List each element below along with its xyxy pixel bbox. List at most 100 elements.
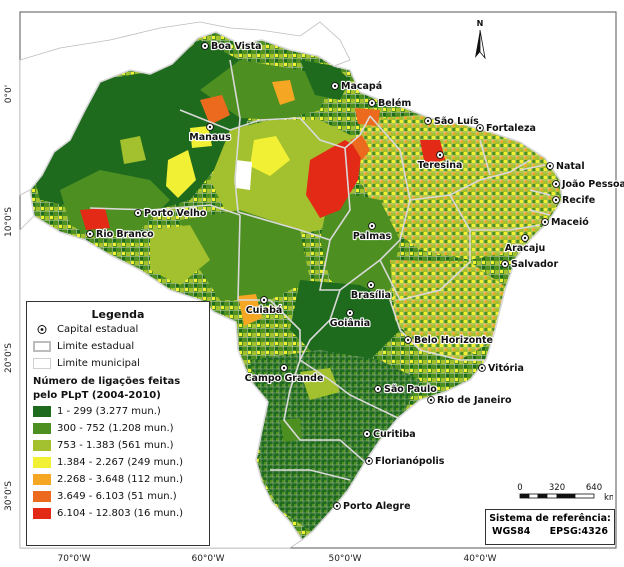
legend-heading: Número de ligações feitas pelo PLpT (200…	[33, 376, 181, 401]
legend-class-row: 1.384 - 2.267 (249 mun.)	[27, 454, 209, 471]
capital-marker: Rio Branco	[86, 228, 155, 241]
capital-marker: Palmas	[352, 222, 393, 243]
lat-label-0: 0°0'	[4, 85, 14, 103]
capital-label: São Luís	[434, 116, 479, 127]
reference-title: Sistema de referência:	[489, 513, 611, 524]
legend-class-swatch	[33, 457, 51, 468]
lon-label-0: 70°0'W	[57, 554, 90, 564]
capital-label: Manaus	[189, 132, 231, 143]
legend-class-row: 753 - 1.383 (561 mun.)	[27, 437, 209, 454]
capital-marker: Salvador	[501, 258, 560, 271]
capital-label: Florianópolis	[375, 456, 445, 467]
legend-class-row: 3.649 - 6.103 (51 mun.)	[27, 488, 209, 505]
capital-marker: Macapá	[331, 80, 383, 93]
north-label: N	[477, 19, 484, 28]
north-arrow-icon: N	[475, 19, 486, 60]
capital-label: Rio Branco	[96, 229, 154, 240]
capital-label: Maceió	[551, 217, 589, 228]
capital-marker: Manaus	[188, 123, 232, 144]
state-limits	[29, 31, 563, 542]
legend-state-limit-label: Limite estadual	[57, 341, 135, 352]
legend-municipal-limit-label: Limite municipal	[57, 358, 140, 369]
capital-marker: São Paulo	[374, 383, 438, 396]
capital-marker: Belo Horizonte	[404, 334, 494, 347]
capital-marker: Natal	[546, 160, 586, 173]
capital-marker-icon	[37, 325, 47, 334]
capital-label: Boa Vista	[211, 41, 262, 52]
axes: 0°0' 10°0'S 20°0'S 30°0'S 70°0'W 60°0'W …	[4, 85, 497, 564]
legend: Legenda Capital estadual Limite estadual…	[26, 301, 210, 546]
legend-class-row: 6.104 - 12.803 (16 mun.)	[27, 505, 209, 522]
legend-class-swatch	[33, 474, 51, 485]
capital-marker: Teresina	[416, 151, 464, 172]
reference-datum: WGS84	[492, 526, 531, 537]
legend-class-row: 300 - 752 (1.208 mun.)	[27, 420, 209, 437]
capital-label: Cuiabá	[246, 305, 283, 316]
state-limit-swatch	[33, 341, 51, 352]
scale-label-0: 0	[517, 483, 522, 493]
capital-label: Goiânia	[330, 318, 370, 329]
capital-marker: Brasília	[350, 281, 392, 302]
capital-label: Rio de Janeiro	[437, 395, 512, 406]
capital-label: Porto Alegre	[343, 501, 411, 512]
capital-label: Palmas	[353, 231, 392, 242]
lon-label-3: 40°0'W	[463, 554, 496, 564]
scale-unit: km	[604, 493, 613, 503]
capital-marker: Porto Alegre	[333, 500, 412, 513]
capital-label: Fortaleza	[486, 123, 536, 134]
legend-class-label: 753 - 1.383 (561 mun.)	[57, 440, 174, 451]
capital-marker: Curitiba	[363, 428, 417, 441]
legend-class-row: 2.268 - 3.648 (112 mun.)	[27, 471, 209, 488]
capital-marker: Cuiabá	[245, 296, 283, 317]
capital-label: Curitiba	[373, 429, 416, 440]
capital-marker: Recife	[552, 194, 596, 207]
scale-label-1: 320	[549, 483, 565, 493]
scale-segments	[519, 493, 595, 499]
reference-system: Sistema de referência: WGS84 EPSG:4326	[485, 509, 615, 545]
capital-label: Teresina	[418, 160, 463, 171]
capital-label: Belo Horizonte	[414, 335, 493, 346]
legend-class-label: 300 - 752 (1.208 mun.)	[57, 423, 174, 434]
legend-class-row: 1 - 299 (3.277 mun.)	[27, 403, 209, 420]
state-capitals: Boa Vista Macapá Belém São Luís Fortaleza Man…	[86, 40, 624, 513]
lat-label-1: 10°0'S	[4, 207, 14, 237]
legend-class-label: 1.384 - 2.267 (249 mun.)	[57, 457, 184, 468]
capital-marker: Boa Vista	[201, 40, 263, 53]
legend-capital-label: Capital estadual	[57, 324, 139, 335]
capital-label: Salvador	[511, 259, 558, 270]
legend-class-label: 3.649 - 6.103 (51 mun.)	[57, 491, 177, 502]
capital-label: Macapá	[341, 81, 382, 92]
capital-marker: Rio de Janeiro	[427, 394, 513, 407]
capital-label: São Paulo	[384, 384, 437, 395]
capital-marker: Maceió	[541, 216, 590, 229]
lon-label-1: 60°0'W	[191, 554, 224, 564]
legend-class-label: 6.104 - 12.803 (16 mun.)	[57, 508, 184, 519]
capital-label: Recife	[562, 195, 595, 206]
capital-marker: Aracaju	[504, 234, 546, 255]
capital-marker: Porto Velho	[134, 207, 208, 220]
scale-bar: 0 320 640 km	[488, 480, 617, 508]
legend-class-label: 2.268 - 3.648 (112 mun.)	[57, 474, 184, 485]
legend-state-limit: Limite estadual	[27, 338, 209, 355]
capital-marker: Vitória	[478, 362, 525, 375]
legend-class-swatch	[33, 406, 51, 417]
legend-class-swatch	[33, 491, 51, 502]
lat-label-2: 20°0'S	[4, 343, 14, 373]
capital-label: João Pessoa	[561, 179, 624, 190]
legend-class-swatch	[33, 423, 51, 434]
capital-marker: Florianópolis	[365, 455, 446, 468]
legend-municipal-limit: Limite municipal	[27, 355, 209, 372]
reference-epsg: EPSG:4326	[549, 526, 608, 537]
lat-label-3: 30°0'S	[4, 481, 14, 511]
scale-label-2: 640	[586, 483, 602, 493]
municipal-limit-swatch	[33, 358, 51, 369]
capital-label: Brasília	[351, 290, 391, 301]
legend-class-swatch	[33, 508, 51, 519]
capital-label: Aracaju	[505, 243, 546, 254]
capital-marker: São Luís	[424, 115, 480, 128]
capital-marker: Campo Grande	[243, 364, 325, 385]
legend-title: Legenda	[91, 308, 145, 321]
legend-class-label: 1 - 299 (3.277 mun.)	[57, 406, 161, 417]
legend-capital: Capital estadual	[27, 321, 209, 338]
